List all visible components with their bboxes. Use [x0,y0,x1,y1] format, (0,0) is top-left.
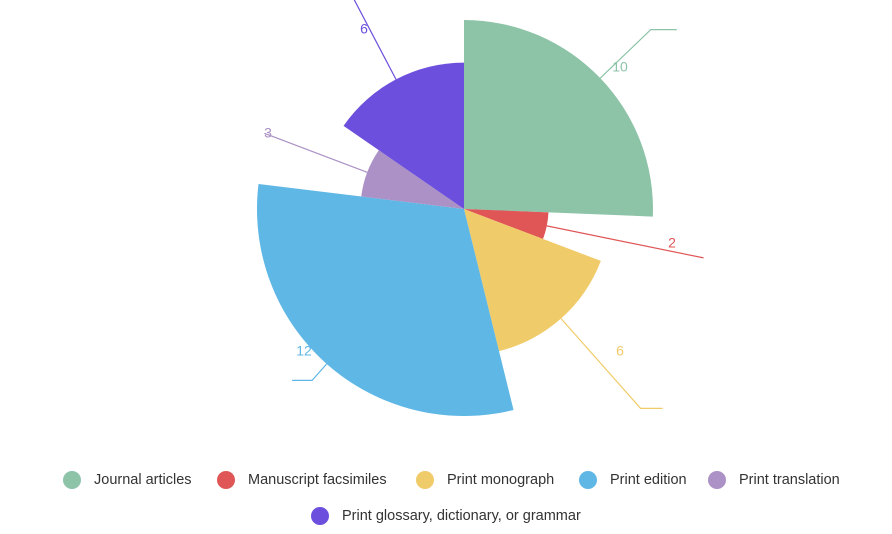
legend-swatch-print-monograph [416,471,434,489]
data-label-print-translation: 3 [264,125,272,141]
legend-item-journal-articles[interactable]: Journal articles [63,471,192,489]
leader-line-print-edition [292,363,328,381]
legend-label-print-monograph: Print monograph [447,472,554,488]
leader-line-journal-articles [599,29,677,79]
legend-item-print-edition[interactable]: Print edition [579,471,687,489]
legend-swatch-print-translation [708,471,726,489]
data-label-journal-articles: 10 [612,59,628,75]
pie-slice-journal-articles[interactable] [464,20,653,217]
legend-swatch-print-glossary-dictionary-or-grammar [311,507,329,525]
legend-swatch-print-edition [579,471,597,489]
data-labels: 10 2 6 12 3 6 [264,21,676,359]
pie-slice-print-glossary-dictionary-or-grammar[interactable] [343,62,464,209]
leader-line-print-glossary-dictionary-or-grammar [353,0,397,80]
pie-slice-print-edition[interactable] [257,184,514,416]
legend-swatch-manuscript-facsimiles [217,471,235,489]
data-label-print-glossary-dictionary-or-grammar: 6 [360,21,368,37]
legend-label-print-glossary-dictionary-or-grammar: Print glossary, dictionary, or grammar [342,508,581,524]
pie-slice-manuscript-facsimiles[interactable] [464,209,549,239]
data-label-print-edition: 12 [296,343,312,359]
legend-label-journal-articles: Journal articles [94,472,192,488]
leader-line-print-translation [264,132,368,173]
pie-slice-print-monograph[interactable] [464,209,601,352]
legend-item-print-monograph[interactable]: Print monograph [416,471,554,489]
data-label-manuscript-facsimiles: 2 [668,235,676,251]
label-leader-lines [264,0,704,409]
data-label-print-monograph: 6 [616,343,624,359]
legend-label-print-translation: Print translation [739,472,840,488]
legend: Journal articles Manuscript facsimiles Pri… [63,471,840,525]
legend-item-print-translation[interactable]: Print translation [708,471,840,489]
legend-label-print-edition: Print edition [610,472,687,488]
legend-label-manuscript-facsimiles: Manuscript facsimiles [248,472,387,488]
legend-swatch-journal-articles [63,471,81,489]
leader-line-print-monograph [560,318,663,409]
legend-item-print-glossary-dictionary-or-grammar[interactable]: Print glossary, dictionary, or grammar [311,507,581,525]
legend-item-manuscript-facsimiles[interactable]: Manuscript facsimiles [217,471,387,489]
pie-slices [257,20,653,416]
leader-line-manuscript-facsimiles [546,225,704,259]
pie-slice-print-translation[interactable] [361,150,464,209]
